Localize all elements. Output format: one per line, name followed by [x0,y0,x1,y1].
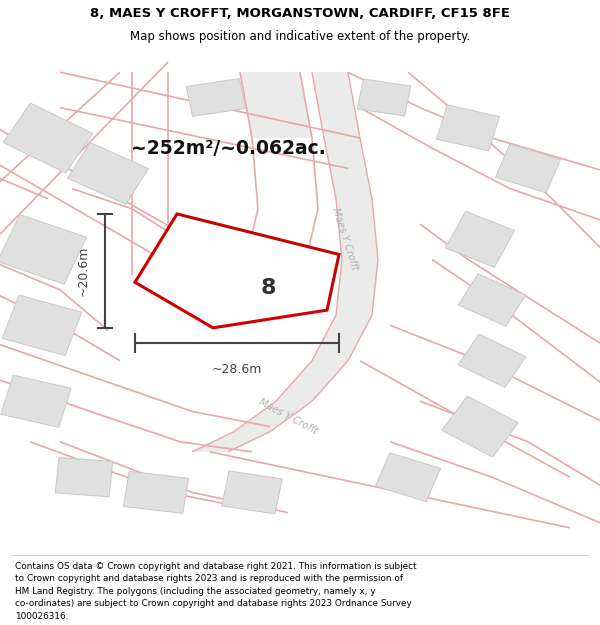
Bar [496,144,560,193]
Bar [68,142,148,204]
Bar [357,79,411,116]
Text: ~20.6m: ~20.6m [77,246,90,296]
Bar [4,103,92,173]
Text: Maes Y Crofft: Maes Y Crofft [330,207,360,272]
Polygon shape [192,72,378,452]
Polygon shape [135,214,339,328]
Text: Map shows position and indicative extent of the property.: Map shows position and indicative extent… [130,30,470,43]
Text: Maes Y Crofft: Maes Y Crofft [257,397,319,436]
Bar [0,214,86,284]
Bar [2,295,82,356]
Text: Contains OS data © Crown copyright and database right 2021. This information is : Contains OS data © Crown copyright and d… [15,562,416,621]
Polygon shape [240,72,312,138]
Bar [1,375,71,428]
Bar [436,105,500,151]
Text: ~28.6m: ~28.6m [212,363,262,376]
Bar [442,396,518,457]
Bar [458,334,526,388]
Text: 8, MAES Y CROFFT, MORGANSTOWN, CARDIFF, CF15 8FE: 8, MAES Y CROFFT, MORGANSTOWN, CARDIFF, … [90,7,510,19]
Bar [186,79,246,116]
Bar [445,211,515,268]
Bar [222,471,282,514]
Text: 8: 8 [260,278,276,298]
Bar [55,458,113,497]
Text: ~252m²/~0.062ac.: ~252m²/~0.062ac. [131,139,325,158]
Bar [458,274,526,326]
Bar [376,452,440,502]
Bar [124,471,188,514]
